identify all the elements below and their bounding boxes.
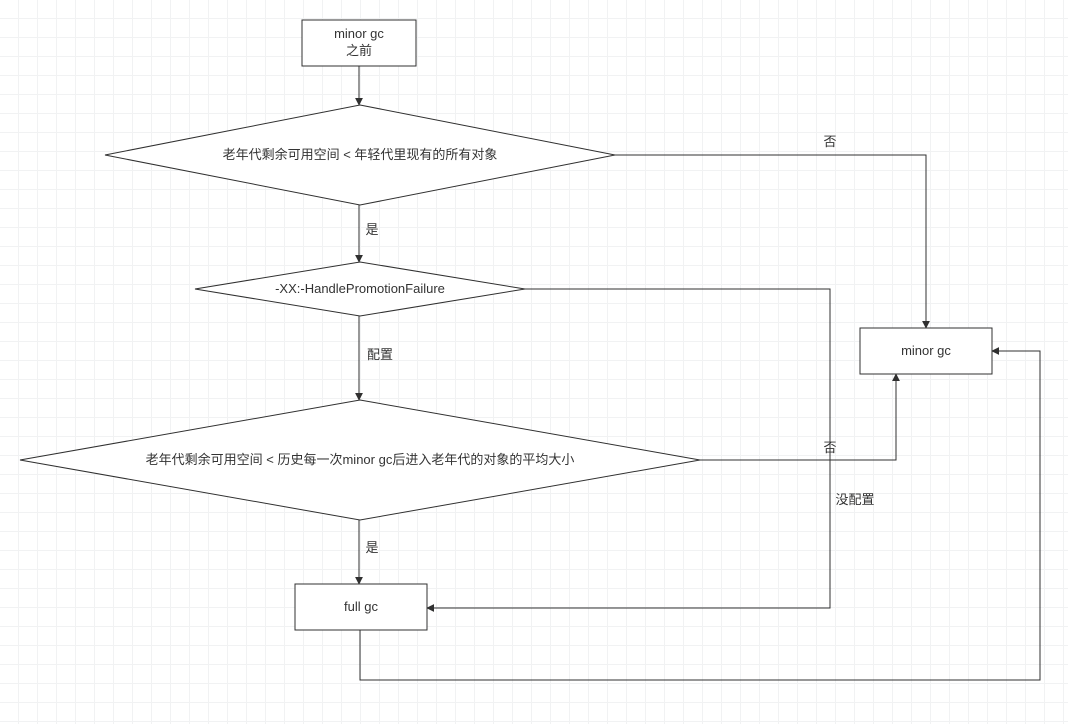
fullgc-label: full gc (295, 584, 427, 630)
edge-label-5: 否 (790, 438, 870, 458)
decision1-label: 老年代剩余可用空间 < 年轻代里现有的所有对象 (105, 105, 615, 205)
edge-label-4: 否 (790, 132, 870, 152)
edge-label-1: 是 (332, 220, 412, 240)
start-label: minor gc 之前 (302, 20, 416, 66)
decision3-label: 老年代剩余可用空间 < 历史每一次minor gc后进入老年代的对象的平均大小 (20, 400, 700, 520)
minorgc-label: minor gc (860, 328, 992, 374)
canvas: minor gc 之前 老年代剩余可用空间 < 年轻代里现有的所有对象 -XX:… (0, 0, 1068, 724)
edge-label-2: 配置 (340, 345, 420, 365)
edge-label-3: 是 (332, 538, 412, 558)
decision2-label: -XX:-HandlePromotionFailure (195, 262, 525, 316)
edge-4 (615, 155, 926, 328)
edge-label-6: 没配置 (815, 490, 895, 510)
